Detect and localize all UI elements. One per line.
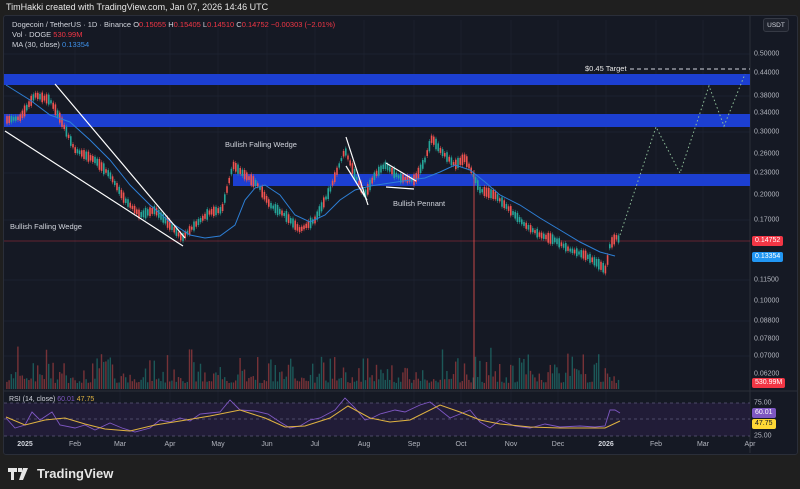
volume-bars [6, 346, 620, 389]
ma-line [5, 84, 616, 257]
rsi-legend[interactable]: RSI (14, close) 60.01 47.75 [9, 396, 94, 403]
tradingview-logo[interactable]: TradingView [8, 466, 113, 481]
open-value: 0.15055 [139, 20, 167, 29]
time-axis-label: Feb [649, 441, 663, 448]
price-axis-label: 0.10000 [754, 297, 780, 305]
high-label: H [168, 20, 174, 29]
time-axis-label: Feb [68, 441, 82, 448]
ma-label[interactable]: MA (30, close) [12, 40, 60, 49]
price-axis-label: 0.08800 [754, 317, 780, 325]
price-axis-label: 0.38000 [754, 92, 780, 100]
projection-path [619, 73, 746, 236]
time-axis-label: Mar [696, 441, 710, 448]
chart-legend: Dogecoin / TetherUS · 1D · Binance O0.15… [12, 20, 335, 50]
zone-top [4, 74, 750, 85]
change-value: −0.00303 (−2.01%) [270, 20, 336, 29]
rsi-ma-tag: 47.75 [752, 419, 776, 429]
rsi-value: 60.01 [57, 396, 75, 403]
zone-mid [4, 114, 750, 127]
price-axis-label: 0.06200 [754, 370, 780, 378]
last-price-tag: 0.14752 [752, 236, 784, 246]
price-axis-label: 0.11500 [754, 276, 779, 284]
candles [6, 90, 620, 389]
price-axis-label: 0.50000 [754, 50, 780, 58]
price-axis-label: 0.07000 [754, 352, 780, 360]
rsi-tag: 60.01 [752, 408, 776, 418]
time-axis-label: 2025 [17, 441, 33, 448]
symbol-label[interactable]: Dogecoin / TetherUS · 1D · Binance [12, 20, 132, 29]
price-axis-label: 0.26000 [754, 150, 780, 158]
price-axis-label: 0.34000 [754, 109, 780, 117]
price-axis-label: 0.44000 [754, 69, 780, 77]
ma-value: 0.13354 [62, 40, 90, 49]
rsi-axis-75: 75.00 [754, 399, 772, 407]
rsi-ma-value: 47.75 [76, 396, 95, 403]
close-value: 0.14752 [241, 20, 269, 29]
label-wedge-mid: Bullish Falling Wedge [225, 140, 297, 149]
open-label: O [133, 20, 140, 29]
low-value: 0.14510 [207, 20, 235, 29]
price-axis-label: 0.23000 [754, 169, 780, 177]
ma-price-tag: 0.13354 [752, 252, 784, 262]
time-axis-label: Sep [407, 441, 421, 448]
tradingview-logo-icon [8, 467, 28, 480]
high-value: 0.15405 [173, 20, 201, 29]
time-axis-label: Jun [261, 441, 273, 448]
time-axis-label: Mar [113, 441, 127, 448]
volume-label[interactable]: Vol · DOGE [12, 30, 52, 39]
volume-tag: 530.99M [752, 378, 786, 388]
price-axis-label: 0.20000 [754, 191, 780, 199]
brand-name: TradingView [37, 466, 114, 481]
close-label: C [236, 20, 242, 29]
time-axis-label: Aug [357, 441, 371, 448]
currency-button[interactable]: USDT [763, 18, 789, 32]
chart-frame[interactable]: Dogecoin / TetherUS · 1D · Binance O0.15… [3, 15, 798, 455]
zone-low [233, 174, 750, 186]
gridlines [4, 20, 750, 436]
rsi-axis-25: 25.00 [754, 432, 772, 440]
time-axis-label: 2026 [598, 441, 614, 448]
volume-value: 530.99M [53, 30, 83, 39]
rsi-label: RSI (14, close) [9, 396, 56, 403]
time-axis-label: Jul [310, 441, 320, 448]
label-target: $0.45 Target [585, 64, 627, 73]
rsi-ma-line [5, 404, 621, 432]
label-wedge-left: Bullish Falling Wedge [10, 222, 82, 231]
time-axis-label: Dec [551, 441, 565, 448]
time-axis-label: Apr [744, 441, 756, 448]
low-label: L [202, 20, 208, 29]
price-axis-label: 0.07800 [754, 335, 780, 343]
time-axis-label: May [211, 441, 225, 448]
time-axis-label: Apr [164, 441, 176, 448]
price-axis-label: 0.30000 [754, 128, 780, 136]
pattern-lines [4, 83, 417, 247]
price-axis-label: 0.17000 [754, 216, 780, 224]
time-axis-label: Nov [504, 441, 518, 448]
time-axis-label: Oct [455, 441, 467, 448]
zones [4, 74, 750, 186]
created-by-header: TimHakki created with TradingView.com, J… [6, 2, 269, 12]
label-pennant: Bullish Pennant [393, 199, 446, 208]
